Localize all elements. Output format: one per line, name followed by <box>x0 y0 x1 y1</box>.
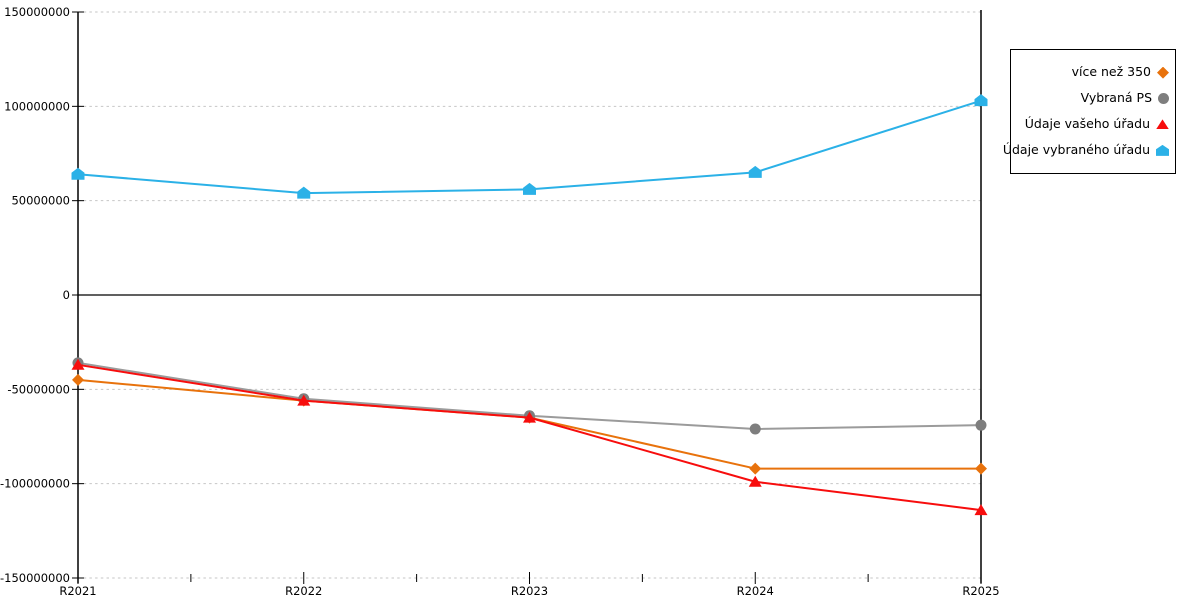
legend-label: Údaje vašeho úřadu <box>1024 116 1150 132</box>
legend-item: Údaje vašeho úřadu <box>1015 118 1169 131</box>
data-point-marker-pentagon <box>974 94 988 107</box>
legend-label: více než 350 <box>1071 64 1151 80</box>
y-axis-tick-label: -50000000 <box>7 382 70 396</box>
series-line <box>77 99 982 195</box>
y-axis-tick-label: 0 <box>63 288 70 302</box>
legend-marker-circle-icon <box>1158 93 1169 105</box>
legend-item: Vybraná PS <box>1015 92 1169 105</box>
y-axis-tick-label: 150000000 <box>4 5 70 19</box>
legend: více než 350 Vybraná PS Údaje vašeho úřa… <box>1003 49 1176 174</box>
x-axis-tick-label: R2023 <box>511 584 548 598</box>
x-axis-tick-label: R2021 <box>59 584 96 598</box>
legend-marker-diamond-icon <box>1157 66 1169 79</box>
x-axis-tick-label: R2025 <box>962 584 999 598</box>
y-axis-tick-label: 50000000 <box>11 194 70 208</box>
legend-item: Údaje vybraného úřadu <box>1003 144 1169 157</box>
x-axis-tick-label: R2024 <box>737 584 774 598</box>
x-axis-tick-label: R2022 <box>285 584 322 598</box>
data-point-marker-circle <box>749 423 761 435</box>
data-point-marker-triangle <box>71 358 85 370</box>
legend-marker-pentagon-icon <box>1156 144 1169 156</box>
y-axis-tick-label: -100000000 <box>0 477 70 491</box>
data-point-marker-pentagon <box>71 167 85 180</box>
series-line <box>77 378 981 470</box>
legend-marker-triangle-icon <box>1156 119 1169 130</box>
data-point-marker-pentagon <box>748 165 762 178</box>
legend-label: Údaje vybraného úřadu <box>1002 142 1150 158</box>
data-point-marker-circle <box>975 419 987 431</box>
y-axis-tick-label: 100000000 <box>4 99 70 113</box>
data-point-marker-triangle <box>974 504 988 516</box>
legend-label: Vybraná PS <box>1080 90 1152 106</box>
series-line <box>77 363 982 512</box>
data-point-marker-diamond <box>749 462 762 475</box>
legend-item: více než 350 <box>1015 66 1169 79</box>
data-point-marker-pentagon <box>523 182 536 195</box>
data-point-marker-triangle <box>748 475 762 487</box>
data-point-marker-diamond <box>975 462 987 475</box>
series-triangle <box>71 358 988 516</box>
data-point-marker-pentagon <box>297 186 311 199</box>
data-point-marker-triangle <box>523 411 536 423</box>
series-pentagon <box>71 94 988 199</box>
data-point-marker-diamond <box>72 373 84 386</box>
data-point-marker-triangle <box>297 394 311 406</box>
y-axis-tick-label: -150000000 <box>0 571 70 585</box>
